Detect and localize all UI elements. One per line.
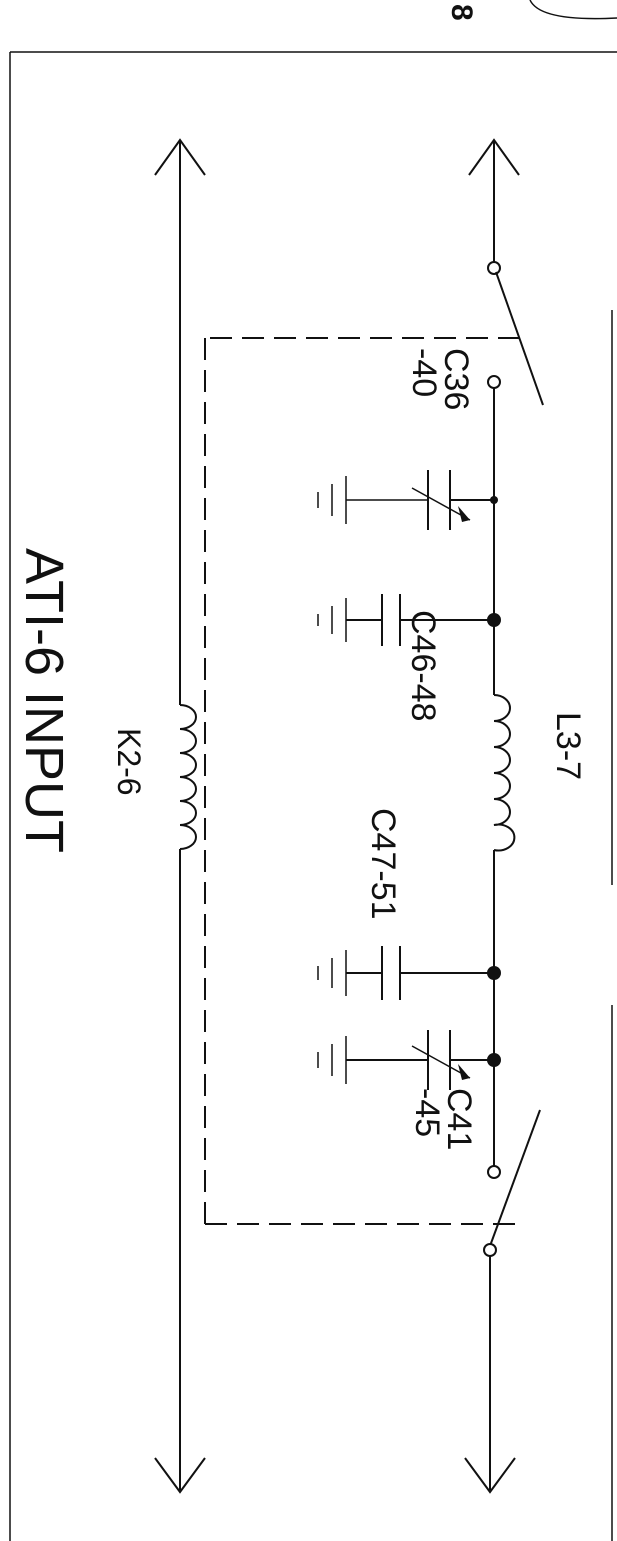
outer-frame bbox=[9, 51, 617, 1541]
inductor-l3 bbox=[493, 694, 516, 852]
label-c41: C41 -45 bbox=[408, 1088, 478, 1160]
relay-line bbox=[154, 138, 206, 1494]
ground-symbol bbox=[317, 1036, 347, 1084]
ground-symbol bbox=[317, 476, 347, 524]
label-c47: C47-51 bbox=[364, 808, 402, 920]
corner-curve bbox=[529, 0, 617, 20]
trimmer-capacitor-c41 bbox=[317, 1030, 494, 1090]
label-c46: C46-48 bbox=[404, 610, 442, 722]
ground-symbol bbox=[317, 950, 347, 996]
signal-line bbox=[464, 138, 544, 1494]
capacitor-c47 bbox=[317, 946, 494, 1000]
diagram-title: ATI-6 INPUT bbox=[14, 548, 74, 853]
capacitor-c46 bbox=[317, 594, 494, 646]
label-l3: L3-7 bbox=[549, 712, 587, 780]
label-c36: C36 -40 bbox=[405, 348, 475, 420]
label-k2: K2-6 bbox=[111, 728, 147, 796]
ground-symbol bbox=[317, 598, 347, 642]
corner-label: 8 bbox=[445, 4, 478, 21]
trimmer-capacitor-c36 bbox=[317, 470, 494, 530]
switch-linkage bbox=[204, 337, 520, 1225]
